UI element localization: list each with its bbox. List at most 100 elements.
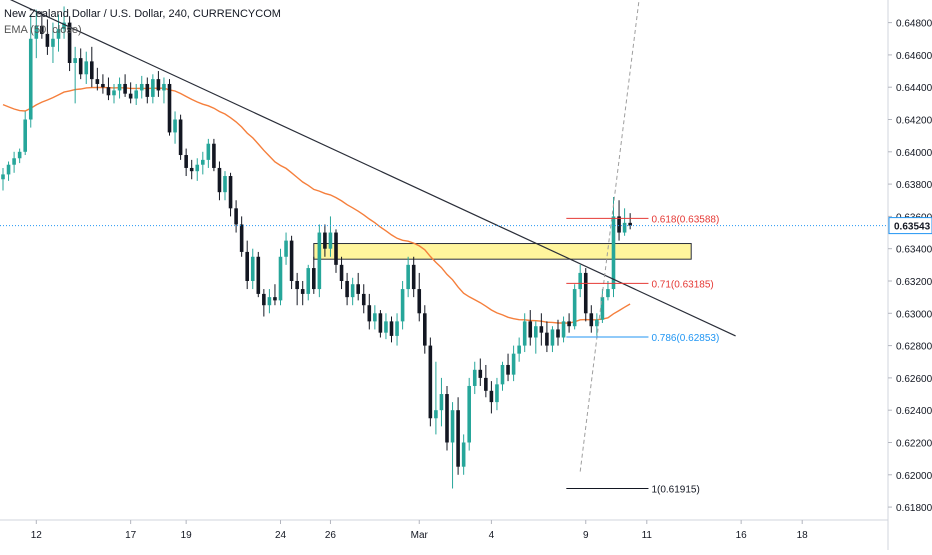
candle[interactable]	[423, 305, 427, 354]
candle[interactable]	[162, 77, 166, 104]
candle[interactable]	[417, 272, 422, 322]
candle[interactable]	[234, 200, 238, 233]
candle[interactable]	[378, 310, 383, 338]
candle[interactable]	[478, 358, 483, 386]
candle[interactable]	[361, 284, 366, 314]
candle[interactable]	[184, 148, 188, 177]
candle[interactable]	[167, 79, 172, 136]
candle[interactable]	[73, 46, 77, 104]
candle[interactable]	[312, 256, 316, 294]
candle[interactable]	[373, 305, 377, 330]
candle[interactable]	[400, 280, 405, 330]
candle[interactable]	[550, 326, 555, 353]
candle[interactable]	[117, 77, 122, 99]
fib-level[interactable]: 0.71(0.63185)	[566, 279, 714, 290]
candle[interactable]	[589, 305, 594, 333]
candle[interactable]	[295, 272, 299, 306]
resistance-zone[interactable]	[313, 243, 692, 260]
candle[interactable]	[384, 313, 388, 340]
candle[interactable]	[572, 284, 577, 330]
candle[interactable]	[528, 310, 533, 346]
projection-line[interactable]	[579, 0, 641, 472]
candle[interactable]	[84, 51, 89, 84]
candle[interactable]	[28, 14, 33, 128]
candle[interactable]	[328, 216, 333, 257]
candle[interactable]	[434, 361, 438, 435]
fibonacci-levels[interactable]: 0.618(0.63588) 0.71(0.63185) 0.786(0.62853…	[566, 214, 719, 496]
candle[interactable]	[228, 172, 233, 217]
candle[interactable]	[151, 74, 155, 104]
drawing-tools[interactable]	[0, 0, 736, 472]
candle[interactable]	[456, 397, 460, 475]
candle[interactable]	[389, 316, 394, 343]
candle[interactable]	[56, 14, 61, 52]
candle[interactable]	[611, 197, 616, 298]
candle[interactable]	[62, 6, 66, 39]
candle[interactable]	[12, 151, 16, 173]
candle[interactable]	[17, 148, 22, 164]
candle[interactable]	[90, 46, 94, 88]
candle[interactable]	[511, 345, 516, 382]
candle[interactable]	[112, 83, 116, 104]
candle[interactable]	[583, 268, 588, 322]
candle[interactable]	[323, 224, 327, 257]
candle[interactable]	[67, 16, 72, 72]
candle[interactable]	[289, 235, 294, 290]
candle[interactable]	[34, 9, 39, 59]
candle[interactable]	[23, 111, 27, 156]
time-axis[interactable]: 12 17 19 24 26 Mar 4 9 11 16 18	[31, 520, 808, 541]
candle[interactable]	[262, 289, 266, 317]
candle[interactable]	[6, 161, 11, 181]
candle[interactable]	[395, 313, 399, 346]
fib-level[interactable]: 0.618(0.63588)	[566, 214, 719, 225]
candle[interactable]	[267, 289, 272, 314]
candle[interactable]	[95, 67, 100, 91]
candle[interactable]	[350, 277, 355, 306]
candle[interactable]	[356, 272, 360, 301]
fib-level[interactable]: 0.786(0.62853)	[566, 333, 719, 344]
candle[interactable]	[406, 256, 410, 298]
trendline[interactable]	[0, 0, 736, 337]
candle[interactable]	[489, 381, 494, 414]
candle[interactable]	[106, 77, 111, 101]
candle[interactable]	[484, 364, 488, 398]
candle[interactable]	[517, 337, 521, 362]
candle[interactable]	[428, 337, 433, 427]
ema-line[interactable]	[2, 86, 631, 324]
candle[interactable]	[534, 321, 538, 354]
candle[interactable]	[628, 213, 632, 230]
candle[interactable]	[567, 313, 571, 333]
candle[interactable]	[411, 256, 416, 298]
resistance-zone-box[interactable]	[313, 243, 692, 260]
candle[interactable]	[472, 361, 477, 395]
candle[interactable]	[145, 77, 150, 104]
candle[interactable]	[545, 321, 549, 353]
candle[interactable]	[439, 377, 444, 427]
candle[interactable]	[217, 161, 222, 201]
candle[interactable]	[595, 313, 599, 336]
candle[interactable]	[139, 75, 144, 99]
candle[interactable]	[606, 280, 610, 301]
candle[interactable]	[556, 319, 560, 346]
ema-path[interactable]	[2, 86, 631, 324]
candle[interactable]	[367, 293, 372, 330]
candle[interactable]	[134, 83, 138, 105]
candle[interactable]	[128, 82, 133, 104]
candle[interactable]	[189, 159, 194, 180]
candle[interactable]	[506, 353, 510, 382]
candle[interactable]	[339, 256, 344, 290]
candle[interactable]	[40, 11, 44, 39]
candle[interactable]	[578, 264, 582, 298]
candle[interactable]	[345, 272, 349, 306]
candle[interactable]	[617, 200, 621, 241]
candle[interactable]	[256, 251, 261, 298]
fib-level[interactable]: 1(0.61915)	[566, 485, 700, 496]
candle[interactable]	[317, 224, 322, 298]
candle[interactable]	[273, 284, 277, 306]
candle[interactable]	[51, 22, 55, 63]
candle[interactable]	[45, 19, 50, 55]
candle[interactable]	[101, 74, 105, 94]
candle[interactable]	[495, 377, 499, 411]
